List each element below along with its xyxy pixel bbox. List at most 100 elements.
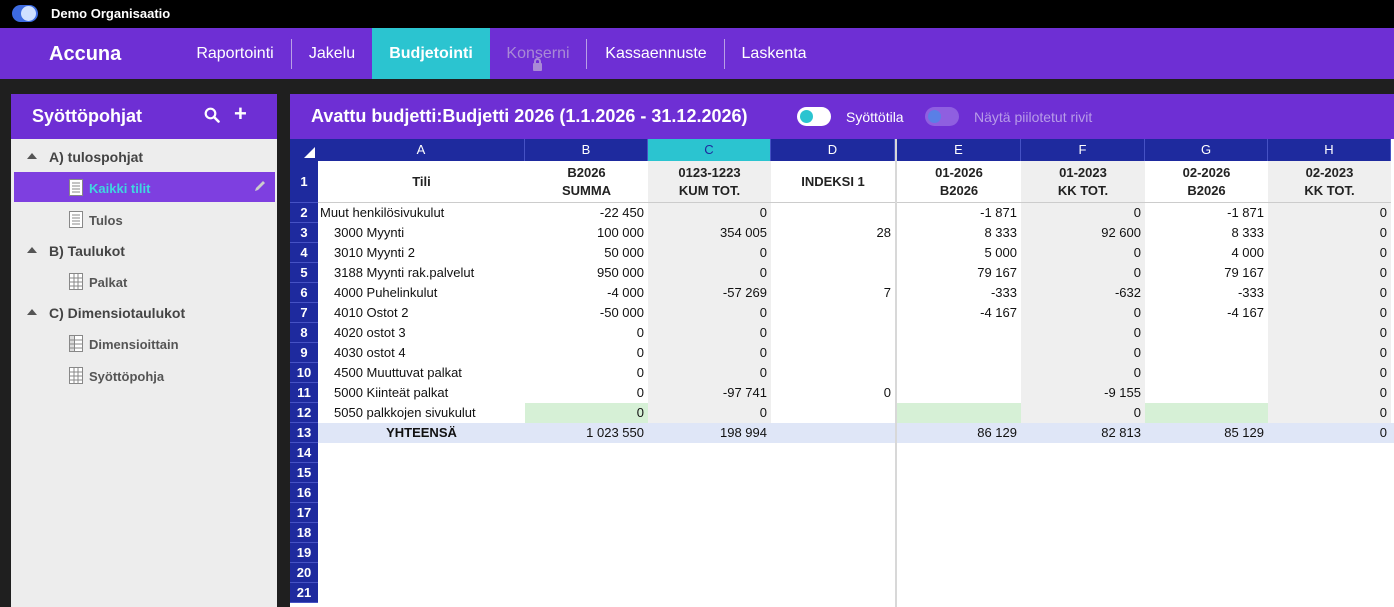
value-cell[interactable]: 0 bbox=[1379, 265, 1387, 280]
value-cell[interactable]: -50 000 bbox=[599, 305, 644, 320]
row-header-20[interactable]: 20 bbox=[290, 563, 318, 583]
sidebar-item-tulos[interactable]: Tulos bbox=[14, 204, 275, 234]
value-cell[interactable] bbox=[771, 323, 895, 343]
header-cell[interactable]: 02-2023 KK TOT. bbox=[1268, 161, 1391, 203]
account-name-cell[interactable]: Muut henkilösivukulut bbox=[320, 205, 445, 220]
row-header-9[interactable]: 9 bbox=[290, 343, 318, 363]
row-header-10[interactable]: 10 bbox=[290, 363, 318, 383]
value-cell[interactable]: 950 000 bbox=[597, 265, 644, 280]
value-cell[interactable]: 0 bbox=[759, 305, 767, 320]
row-header-1[interactable]: 1 bbox=[290, 161, 318, 203]
value-cell[interactable]: -333 bbox=[990, 285, 1017, 300]
nav-jakelu[interactable]: Jakelu bbox=[308, 45, 356, 62]
value-cell[interactable]: 5 000 bbox=[984, 245, 1017, 260]
spreadsheet-grid[interactable]: A B C D E F G H Tili B2026 SUMMA 0123-1223 KUM TOT. I… bbox=[290, 139, 1394, 607]
value-cell[interactable]: 50 000 bbox=[604, 245, 644, 260]
value-cell[interactable]: -1 871 bbox=[980, 205, 1017, 220]
value-cell[interactable]: -4 167 bbox=[1227, 305, 1264, 320]
value-cell[interactable]: 0 bbox=[1133, 365, 1141, 380]
value-cell[interactable]: -22 450 bbox=[599, 205, 644, 220]
value-cell[interactable]: 0 bbox=[1379, 225, 1387, 240]
row-header-13[interactable]: 13 bbox=[290, 423, 318, 443]
row-header-18[interactable]: 18 bbox=[290, 523, 318, 543]
value-cell[interactable] bbox=[897, 323, 1021, 343]
value-cell[interactable]: 0 bbox=[759, 365, 767, 380]
row-header-14[interactable]: 14 bbox=[290, 443, 318, 463]
value-cell[interactable]: -9 155 bbox=[1104, 385, 1141, 400]
value-cell[interactable]: -57 269 bbox=[722, 285, 767, 300]
value-cell[interactable] bbox=[897, 343, 1021, 363]
sidebar-item-dimensioittain[interactable]: Dimensioittain bbox=[14, 328, 275, 358]
account-name-cell[interactable]: 4030 ostot 4 bbox=[334, 345, 406, 360]
value-cell[interactable] bbox=[897, 403, 1021, 423]
value-cell[interactable]: 0 bbox=[1379, 305, 1387, 320]
select-all-corner[interactable] bbox=[290, 139, 318, 161]
org-switch-icon[interactable] bbox=[12, 5, 38, 22]
value-cell[interactable]: 4 000 bbox=[1231, 245, 1264, 260]
header-cell[interactable]: INDEKSI 1 bbox=[771, 161, 895, 203]
value-cell[interactable]: 0 bbox=[1133, 205, 1141, 220]
value-cell[interactable]: 79 167 bbox=[977, 265, 1017, 280]
header-cell[interactable]: 01-2026 B2026 bbox=[897, 161, 1021, 203]
value-cell[interactable] bbox=[771, 203, 895, 223]
column-header-b[interactable]: B bbox=[525, 139, 648, 161]
value-cell[interactable]: -4 000 bbox=[607, 285, 644, 300]
value-cell[interactable]: 0 bbox=[636, 365, 644, 380]
column-header-f[interactable]: F bbox=[1021, 139, 1145, 161]
nav-kassaennuste[interactable]: Kassaennuste bbox=[605, 45, 707, 62]
value-cell[interactable]: 0 bbox=[1379, 285, 1387, 300]
value-cell[interactable] bbox=[771, 363, 895, 383]
column-header-g[interactable]: G bbox=[1145, 139, 1268, 161]
value-cell[interactable]: 0 bbox=[1379, 365, 1387, 380]
account-name-cell[interactable]: 3010 Myynti 2 bbox=[334, 245, 415, 260]
value-cell[interactable] bbox=[771, 303, 895, 323]
value-cell[interactable]: 0 bbox=[636, 385, 644, 400]
value-cell[interactable]: 0 bbox=[1133, 305, 1141, 320]
sidebar-item-syottopohja[interactable]: Syöttöpohja bbox=[14, 360, 275, 390]
sidebar-item-kaikki-tilit[interactable]: Kaikki tilit bbox=[14, 172, 275, 202]
value-cell[interactable]: 8 333 bbox=[1231, 225, 1264, 240]
account-name-cell[interactable]: 4010 Ostot 2 bbox=[334, 305, 409, 320]
account-name-cell[interactable]: 3188 Myynti rak.palvelut bbox=[334, 265, 475, 280]
value-cell[interactable] bbox=[1145, 323, 1268, 343]
show-hidden-rows-toggle[interactable] bbox=[925, 107, 959, 126]
value-cell[interactable] bbox=[771, 343, 895, 363]
nav-budjetointi[interactable]: Budjetointi bbox=[372, 28, 490, 79]
account-name-cell[interactable]: 5050 palkkojen sivukulut bbox=[334, 405, 476, 420]
value-cell[interactable]: 0 bbox=[1379, 405, 1387, 420]
value-cell[interactable]: -333 bbox=[1237, 285, 1264, 300]
value-cell[interactable] bbox=[1145, 383, 1268, 403]
row-header-7[interactable]: 7 bbox=[290, 303, 318, 323]
brand-logo[interactable]: Accuna bbox=[49, 43, 122, 65]
value-cell[interactable]: 92 600 bbox=[1101, 225, 1141, 240]
value-cell[interactable] bbox=[1145, 343, 1268, 363]
row-header-3[interactable]: 3 bbox=[290, 223, 318, 243]
value-cell[interactable]: 0 bbox=[759, 325, 767, 340]
value-cell[interactable]: 79 167 bbox=[1224, 265, 1264, 280]
value-cell[interactable]: 82 813 bbox=[1101, 425, 1141, 440]
column-header-c[interactable]: C bbox=[648, 139, 771, 161]
value-cell[interactable]: 8 333 bbox=[984, 225, 1017, 240]
row-header-11[interactable]: 11 bbox=[290, 383, 318, 403]
value-cell[interactable]: 7 bbox=[883, 285, 891, 300]
value-cell[interactable]: 1 023 550 bbox=[586, 425, 644, 440]
row-header-17[interactable]: 17 bbox=[290, 503, 318, 523]
row-header-19[interactable]: 19 bbox=[290, 543, 318, 563]
value-cell[interactable]: 86 129 bbox=[977, 425, 1017, 440]
value-cell[interactable]: 0 bbox=[759, 205, 767, 220]
value-cell[interactable]: 0 bbox=[1379, 205, 1387, 220]
add-icon[interactable]: + bbox=[234, 101, 247, 126]
account-name-cell[interactable]: 4500 Muuttuvat palkat bbox=[334, 365, 462, 380]
value-cell[interactable]: 0 bbox=[1379, 245, 1387, 260]
value-cell[interactable]: 0 bbox=[1133, 345, 1141, 360]
value-cell[interactable]: 0 bbox=[1379, 425, 1387, 440]
row-header-4[interactable]: 4 bbox=[290, 243, 318, 263]
value-cell[interactable]: 0 bbox=[759, 405, 767, 420]
value-cell[interactable]: 0 bbox=[1133, 405, 1141, 420]
value-cell[interactable]: 0 bbox=[759, 265, 767, 280]
value-cell[interactable]: 0 bbox=[525, 403, 648, 423]
nav-raportointi[interactable]: Raportointi bbox=[196, 45, 274, 62]
value-cell[interactable]: 0 bbox=[883, 385, 891, 400]
value-cell[interactable]: 100 000 bbox=[597, 225, 644, 240]
nav-laskenta[interactable]: Laskenta bbox=[741, 45, 807, 62]
